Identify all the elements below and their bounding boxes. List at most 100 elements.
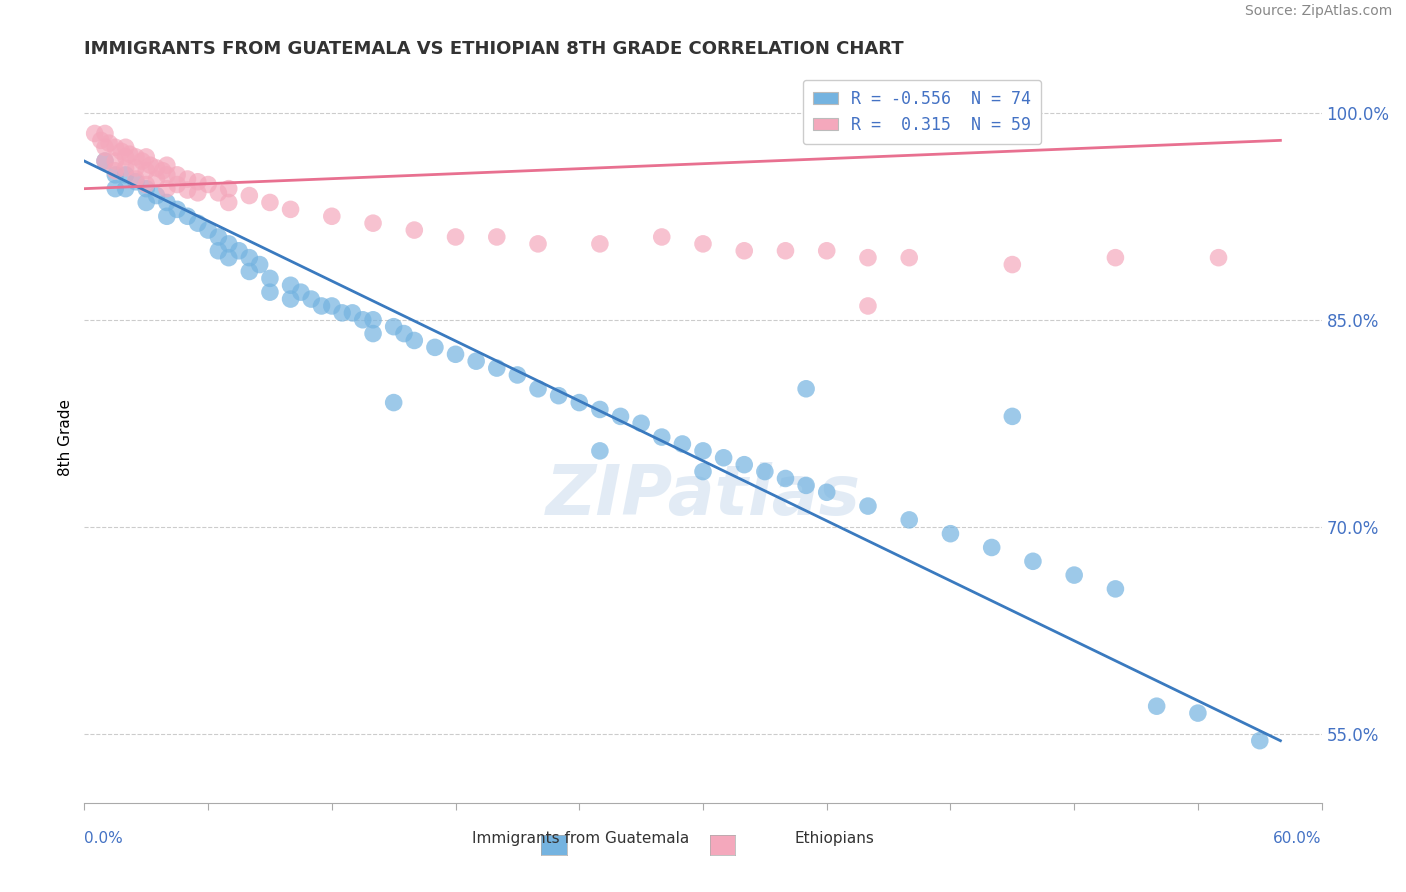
Point	[152, 163, 174, 178]
Point	[156, 168, 179, 182]
Point	[94, 140, 117, 154]
Point	[135, 163, 157, 178]
Point	[114, 182, 136, 196]
Text: Immigrants from Guatemala: Immigrants from Guatemala	[471, 831, 689, 846]
Point	[135, 150, 157, 164]
Point	[114, 168, 136, 182]
Point	[485, 230, 508, 244]
Y-axis label: 8th Grade: 8th Grade	[58, 399, 73, 475]
Point	[83, 127, 105, 141]
Point	[259, 195, 281, 210]
Point	[1104, 251, 1126, 265]
Text: 60.0%: 60.0%	[1274, 831, 1322, 846]
Point	[630, 417, 652, 431]
Point	[118, 147, 141, 161]
Text: 0.0%: 0.0%	[84, 831, 124, 846]
Point	[94, 127, 117, 141]
Point	[609, 409, 631, 424]
Point	[187, 216, 209, 230]
Point	[311, 299, 333, 313]
Point	[238, 264, 260, 278]
Point	[733, 458, 755, 472]
Point	[423, 340, 446, 354]
Point	[589, 443, 612, 458]
Point	[125, 172, 148, 186]
Point	[856, 299, 879, 313]
Point	[506, 368, 529, 382]
Point	[692, 465, 714, 479]
Point	[156, 158, 179, 172]
Point	[125, 150, 148, 164]
Point	[299, 292, 322, 306]
Point	[527, 382, 550, 396]
Point	[775, 471, 797, 485]
Point	[589, 402, 612, 417]
Point	[125, 161, 148, 175]
Point	[898, 251, 921, 265]
Point	[856, 251, 879, 265]
Point	[392, 326, 415, 341]
Point	[815, 485, 838, 500]
Point	[1187, 706, 1209, 720]
Point	[156, 209, 179, 223]
Point	[94, 154, 117, 169]
Point	[280, 202, 302, 217]
Point	[1208, 251, 1230, 265]
Point	[733, 244, 755, 258]
Point	[156, 182, 179, 196]
Point	[382, 395, 405, 409]
Point	[104, 168, 127, 182]
Point	[207, 230, 229, 244]
Point	[1022, 554, 1045, 568]
Point	[754, 465, 776, 479]
Point	[259, 285, 281, 300]
Point	[382, 319, 405, 334]
Point	[114, 161, 136, 175]
Point	[290, 285, 312, 300]
Point	[176, 183, 198, 197]
Point	[156, 195, 179, 210]
Point	[898, 513, 921, 527]
Point	[1104, 582, 1126, 596]
Point	[135, 182, 157, 196]
Text: Ethiopians: Ethiopians	[794, 831, 875, 846]
Point	[114, 150, 136, 164]
Point	[692, 236, 714, 251]
Point	[352, 312, 374, 326]
Point	[361, 312, 384, 326]
Point	[166, 178, 188, 192]
Point	[342, 306, 364, 320]
Point	[651, 230, 673, 244]
Point	[775, 244, 797, 258]
Point	[228, 244, 250, 258]
Point	[207, 244, 229, 258]
Point	[176, 209, 198, 223]
Point	[218, 251, 240, 265]
Point	[125, 175, 148, 189]
Point	[94, 154, 117, 169]
Point	[1249, 733, 1271, 747]
Point	[330, 306, 353, 320]
Point	[238, 251, 260, 265]
Point	[187, 186, 209, 200]
Point	[280, 292, 302, 306]
Point	[1146, 699, 1168, 714]
Point	[794, 478, 817, 492]
Point	[145, 188, 167, 202]
Point	[980, 541, 1002, 555]
Point	[207, 186, 229, 200]
Point	[104, 154, 127, 169]
Point	[713, 450, 735, 465]
Point	[1001, 409, 1024, 424]
Point	[465, 354, 488, 368]
Point	[197, 178, 219, 192]
Point	[444, 230, 467, 244]
Point	[939, 526, 962, 541]
Point	[145, 172, 167, 186]
Point	[238, 188, 260, 202]
Point	[856, 499, 879, 513]
Text: Source: ZipAtlas.com: Source: ZipAtlas.com	[1244, 4, 1392, 19]
Point	[249, 258, 271, 272]
Point	[404, 223, 426, 237]
Point	[104, 163, 127, 178]
